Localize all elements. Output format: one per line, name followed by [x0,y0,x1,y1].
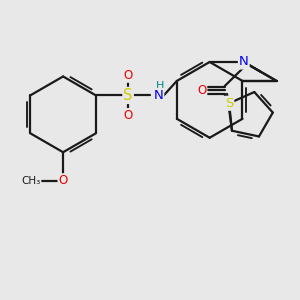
Text: N: N [239,56,249,68]
Text: CH₃: CH₃ [21,176,40,186]
Text: O: O [124,69,133,82]
Text: S: S [123,88,133,103]
Text: O: O [197,84,206,97]
Text: S: S [225,97,233,110]
Text: O: O [124,109,133,122]
Text: N: N [154,89,163,102]
Text: O: O [58,174,68,187]
Text: H: H [156,81,164,91]
